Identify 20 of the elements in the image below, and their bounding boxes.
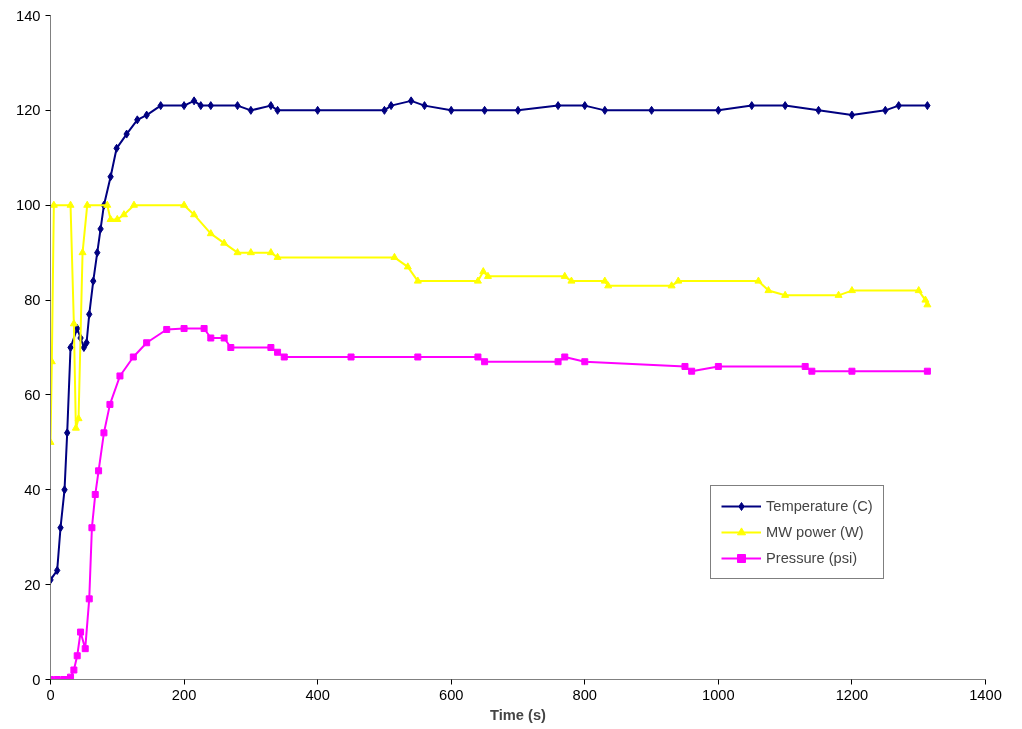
y-tick-label: 0 xyxy=(32,671,41,688)
x-tick-label: 0 xyxy=(46,686,55,703)
x-tick-label: 200 xyxy=(171,686,197,703)
x-tick-label: 400 xyxy=(305,686,330,703)
y-tick-label: 140 xyxy=(16,7,41,24)
y-tick-label: 80 xyxy=(24,292,41,309)
x-tick-label: 1400 xyxy=(969,686,1002,703)
x-tick-label: 1000 xyxy=(702,686,735,703)
x-tick-label: 600 xyxy=(438,686,464,703)
y-tick-label: 20 xyxy=(24,576,41,593)
y-tick-label: 60 xyxy=(24,386,41,403)
x-axis-title: Time (s) xyxy=(490,706,547,723)
x-tick-label: 1200 xyxy=(835,686,869,703)
legend-label: Temperature (C) xyxy=(766,498,873,514)
legend-label: MW power (W) xyxy=(766,524,864,540)
y-tick-label: 100 xyxy=(16,197,41,214)
x-tick-label: 800 xyxy=(572,686,598,703)
legend-label: Pressure (psi) xyxy=(766,550,858,566)
y-tick-label: 120 xyxy=(16,102,41,119)
y-tick-label: 40 xyxy=(24,481,41,498)
